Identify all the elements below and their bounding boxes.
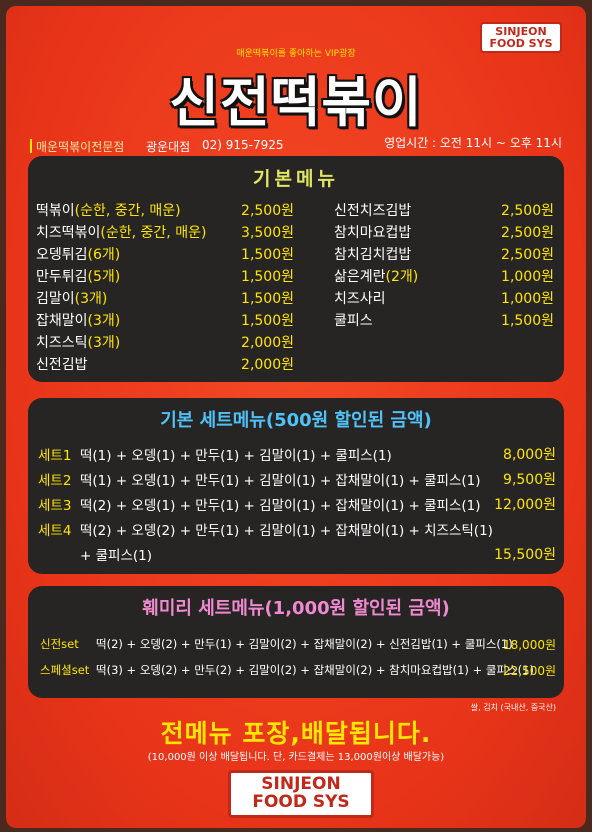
menu-item: 김말이(3개): [36, 288, 107, 308]
family-set-label: 스페셜set: [40, 663, 90, 677]
menu-item: 치즈떡볶이(순한, 중간, 매운): [36, 222, 206, 242]
set-menu-panel: 기본 세트메뉴(500원 할인된 금액) 세트1 떡(1) + 오뎅(1) + 만…: [28, 398, 564, 574]
branch-divider: [30, 139, 32, 153]
family-set-panel: 훼미리 세트메뉴(1,000원 할인된 금액) 신전set 떡(2) + 오뎅(2…: [28, 586, 564, 698]
menu-item-name: 김말이: [36, 291, 75, 307]
menu-item-name: 신전김밥: [36, 357, 88, 373]
menu-item: 치즈스틱(3개): [36, 332, 120, 352]
menu-item-option: (5개): [87, 269, 121, 285]
menu-item-option: (2개): [385, 269, 419, 285]
set-price: 8,000원: [503, 447, 556, 463]
menu-item-name: 신전치즈김밥: [334, 203, 412, 219]
menu-item: 참치마요컵밥: [334, 222, 411, 242]
tagline: 매운떡볶이를 좋아하는 VIP광장: [236, 49, 356, 59]
menu-item-price: 2,000원: [241, 357, 294, 373]
menu-item-price: 2,500원: [501, 203, 554, 219]
menu-item: 만두튀김(5개): [36, 266, 120, 286]
set-price: 9,500원: [503, 472, 556, 488]
menu-item-name: 치즈스틱: [36, 335, 88, 351]
business-hours: 영업시간 : 오전 11시 ~ 오후 11시: [384, 136, 562, 150]
delivery-note: (10,000원 이상 배달됩니다. 단, 카드결제는 13,000원이상 배달…: [147, 752, 445, 763]
set-menu-title: 기본 세트메뉴(500원 할인된 금액): [160, 410, 432, 431]
set-label: 세트1: [38, 448, 72, 464]
menu-item-name: 잡채말이: [36, 313, 88, 329]
family-set-price: 18,000원: [502, 638, 556, 652]
menu-item-name: 삶은계란: [334, 269, 386, 285]
badge-line2: FOOD SYS: [489, 36, 553, 50]
set-desc: 떡(1) + 오뎅(1) + 만두(1) + 김말이(1) + 쿨피스(1): [80, 448, 392, 464]
set-item-continuation: + 쿨피스(1): [80, 548, 152, 564]
menu-item-name: 참치마요컵밥: [334, 225, 412, 241]
menu-item-price: 2,500원: [501, 247, 554, 263]
menu-item-price: 1,500원: [241, 291, 294, 307]
menu-item: 신전치즈김밥: [334, 200, 411, 220]
menu-item-option: (3개): [87, 335, 121, 351]
menu-item: 오뎅튀김(6개): [36, 244, 120, 264]
menu-item-name: 오뎅튀김: [36, 247, 88, 263]
badge-line1: SINJEON: [495, 25, 547, 38]
phone-number: 02) 915-7925: [202, 138, 284, 152]
menu-item-name: 쿨피스: [334, 313, 373, 329]
menu-item-price: 2,500원: [241, 203, 294, 219]
set-price: 12,000원: [494, 497, 556, 513]
menu-item-name: 만두튀김: [36, 269, 88, 285]
footer-badge-line1: SINJEON: [261, 774, 341, 794]
family-set-item: 신전set 떡(2) + 오뎅(2) + 만두(1) + 김말이(2) + 잡채말…: [40, 636, 513, 652]
set-label: 세트2: [38, 473, 72, 489]
set-desc: 떡(2) + 오뎅(2) + 만두(1) + 김말이(1) + 잡채말이(1) …: [80, 523, 493, 539]
basic-menu-title: 기본메뉴: [253, 168, 339, 190]
menu-item-option: (6개): [87, 247, 121, 263]
menu-item-price: 1,000원: [501, 291, 554, 307]
menu-item: 떡볶이(순한, 중간, 매운): [36, 200, 181, 220]
menu-item-option: (순한, 중간, 매운): [100, 225, 207, 241]
menu-item-price: 1,500원: [241, 247, 294, 263]
family-set-desc: 떡(2) + 오뎅(2) + 만두(1) + 김말이(2) + 잡채말이(2) …: [96, 637, 513, 651]
brand-title: 신전떡볶이: [169, 71, 423, 134]
footer-logo-badge: SINJEON FOOD SYS: [228, 770, 374, 818]
set-label: 세트3: [38, 498, 72, 514]
set-item: 세트3 떡(2) + 오뎅(1) + 만두(1) + 김말이(1) + 잡채말이(…: [38, 494, 481, 514]
family-set-item: 스페셜set 떡(3) + 오뎅(2) + 만두(2) + 김말이(2) + 잡채…: [40, 662, 534, 678]
menu-item: 치즈사리: [334, 288, 386, 308]
menu-item-option: (3개): [74, 291, 108, 307]
set-desc: 떡(1) + 오뎅(1) + 만두(1) + 김말이(1) + 잡채말이(1) …: [80, 473, 481, 489]
menu-item-price: 1,500원: [241, 313, 294, 329]
menu-item-name: 치즈사리: [334, 291, 386, 307]
brand-logo-badge: SINJEON FOOD SYS: [480, 22, 562, 54]
footer-badge-line2: FOOD SYS: [252, 791, 350, 812]
menu-item-name: 치즈떡볶이: [36, 225, 101, 241]
set-item: 세트4 떡(2) + 오뎅(2) + 만두(1) + 김말이(1) + 잡채말이(…: [38, 519, 493, 539]
menu-item-price: 1,500원: [241, 269, 294, 285]
set-item: 세트1 떡(1) + 오뎅(1) + 만두(1) + 김말이(1) + 쿨피스(1…: [38, 444, 392, 464]
delivery-headline: 전메뉴 포장,배달됩니다.: [160, 719, 432, 748]
menu-item: 쿨피스: [334, 310, 373, 330]
family-set-price: 22,500원: [502, 664, 556, 678]
set-price: 15,500원: [494, 547, 556, 563]
family-set-title: 훼미리 세트메뉴(1,000원 할인된 금액): [142, 598, 450, 619]
family-set-label: 신전set: [40, 637, 79, 651]
menu-item-name: 참치김치컵밥: [334, 247, 412, 263]
menu-item-price: 2,500원: [501, 225, 554, 241]
set-item: 세트2 떡(1) + 오뎅(1) + 만두(1) + 김말이(1) + 잡채말이(…: [38, 469, 481, 489]
menu-item-price: 2,000원: [241, 335, 294, 351]
family-set-desc: 떡(3) + 오뎅(2) + 만두(2) + 김말이(2) + 잡채말이(2) …: [96, 663, 534, 677]
branch-type: 매운떡볶이전문점: [36, 140, 125, 154]
menu-item-option: (3개): [87, 313, 121, 329]
menu-board: SINJEON FOOD SYS 매운떡볶이를 좋아하는 VIP광장 신전떡볶이…: [6, 6, 586, 828]
menu-item-price: 1,000원: [501, 269, 554, 285]
menu-item: 잡채말이(3개): [36, 310, 120, 330]
menu-item-option: (순한, 중간, 매운): [74, 203, 181, 219]
basic-menu-panel: 기본메뉴 떡볶이(순한, 중간, 매운) 2,500원 치즈떡볶이(순한, 중간…: [28, 156, 564, 382]
menu-item-price: 3,500원: [241, 225, 294, 241]
menu-item: 신전김밥: [36, 354, 88, 374]
store-name: 광운대점: [146, 140, 191, 154]
menu-item-name: 떡볶이: [36, 203, 75, 219]
menu-item: 삶은계란(2개): [334, 266, 418, 286]
set-desc: 떡(2) + 오뎅(1) + 만두(1) + 김말이(1) + 잡채말이(1) …: [80, 498, 481, 514]
set-label: 세트4: [38, 523, 72, 539]
menu-item: 참치김치컵밥: [334, 244, 411, 264]
menu-item-price: 1,500원: [501, 313, 554, 329]
origin-note: 쌀, 김치 (국내산, 중국산): [470, 703, 556, 712]
